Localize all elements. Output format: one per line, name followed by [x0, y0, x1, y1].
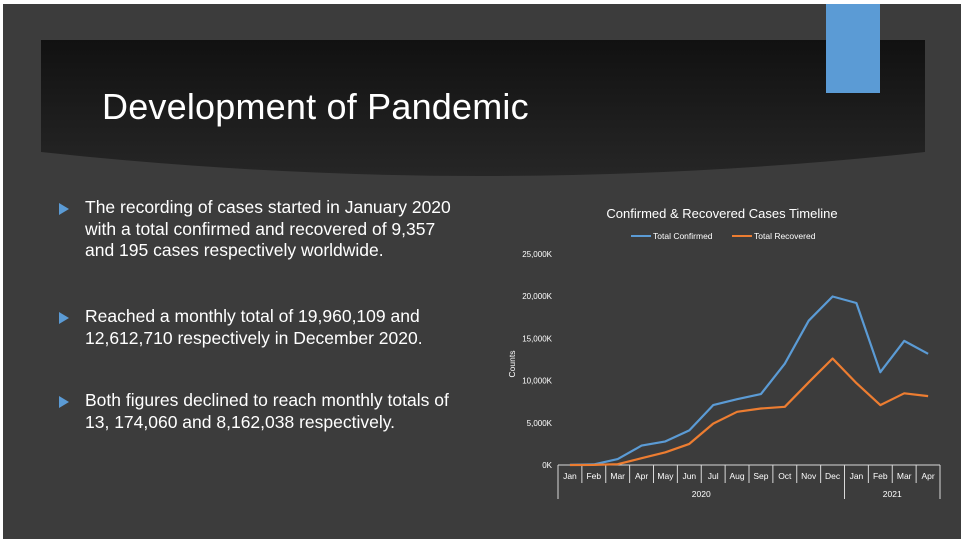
slide-title: Development of Pandemic: [102, 86, 529, 127]
x-tick-label: Jul: [708, 471, 719, 481]
year-label: 2021: [883, 489, 902, 499]
bullet-arrow-icon: [59, 203, 69, 215]
accent-bar: [826, 4, 880, 93]
x-tick-label: Dec: [825, 471, 841, 481]
y-tick-label: 25,000K: [522, 250, 552, 259]
bullet-text: The recording of cases started in Januar…: [85, 197, 451, 260]
x-tick-label: Jan: [850, 471, 864, 481]
bullet-arrow-icon: [59, 396, 69, 408]
x-tick-label: Apr: [635, 471, 648, 481]
title-banner: [41, 40, 925, 180]
x-tick-label: Mar: [897, 471, 912, 481]
x-tick-label: Oct: [778, 471, 792, 481]
x-tick-label: Aug: [730, 471, 745, 481]
y-tick-label: 15,000K: [522, 334, 552, 343]
slide: Development of Pandemic The recording of…: [3, 4, 961, 539]
x-tick-label: Sep: [753, 471, 768, 481]
bullet-text: Both figures declined to reach monthly t…: [85, 390, 449, 432]
bullet-arrow-icon: [59, 312, 69, 324]
x-tick-label: Feb: [873, 471, 888, 481]
y-axis-title: Counts: [507, 351, 517, 378]
x-tick-label: Mar: [610, 471, 625, 481]
cases-line-chart: Confirmed & Recovered Cases Timeline Tota…: [507, 206, 941, 499]
legend-label: Total Recovered: [754, 231, 816, 241]
x-tick-label: Jan: [563, 471, 577, 481]
chart-title: Confirmed & Recovered Cases Timeline: [606, 206, 837, 221]
x-tick-label: Jun: [682, 471, 696, 481]
year-label: 2020: [692, 489, 711, 499]
legend-label: Total Confirmed: [653, 231, 713, 241]
y-tick-label: 20,000K: [522, 292, 552, 301]
x-tick-label: Nov: [801, 471, 817, 481]
y-tick-label: 10,000K: [522, 377, 552, 386]
y-tick-label: 0K: [542, 461, 552, 470]
x-tick-label: May: [657, 471, 674, 481]
series-line-total-confirmed: [569, 295, 929, 466]
x-tick-label: Apr: [921, 471, 934, 481]
series-line-total-recovered: [569, 357, 929, 467]
y-tick-label: 5,000K: [527, 419, 553, 428]
bullet-text: Reached a monthly total of 19,960,109 an…: [85, 306, 423, 348]
x-tick-label: Feb: [586, 471, 601, 481]
